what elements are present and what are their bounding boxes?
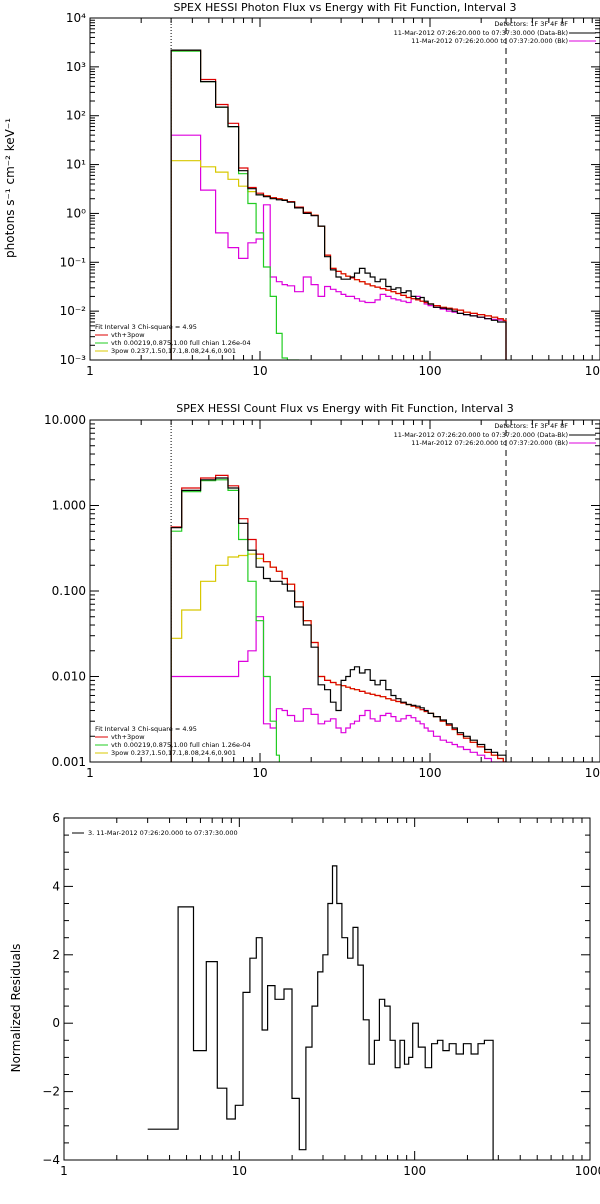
count-flux-plot-area: 1 10 100 1000 0.001 0.010 0.100 1.000 10.000 bbox=[44, 413, 600, 780]
x-tick-label: 100 bbox=[419, 766, 442, 780]
y-tick-label: 0.001 bbox=[52, 755, 86, 769]
y-tick-label: 10¹ bbox=[66, 158, 86, 172]
y-tick-label: 0 bbox=[52, 1016, 60, 1030]
count-flux-legend-topright: Detectors: 1F 3F 4F 8F 11-Mar-2012 07:26… bbox=[394, 422, 596, 447]
x-tick-label: 100 bbox=[419, 364, 442, 378]
photon-legend-vth: vth 0.00219,0.875,1.00 full chian 1.26e-… bbox=[111, 339, 251, 347]
y-tick-label: 10⁻² bbox=[60, 304, 87, 318]
photon-legend-total: vth+3pow bbox=[111, 331, 145, 339]
count-flux-frame bbox=[89, 419, 600, 763]
residuals-legend: 3. 11-Mar-2012 07:26:20.000 to 07:37:30.… bbox=[72, 829, 238, 837]
x-tick-label: 1 bbox=[60, 1164, 68, 1178]
x-tick-label: 10 bbox=[232, 1164, 247, 1178]
residuals-ylabel: Normalized Residuals bbox=[9, 944, 23, 1073]
y-tick-label: 6 bbox=[52, 811, 60, 825]
count-series-vth bbox=[170, 479, 280, 762]
count-legend-detectors: Detectors: 1F 3F 4F 8F bbox=[494, 422, 568, 430]
photon-flux-legend-bottomleft: Fit Interval 3 Chi-square = 4.95 vth+3po… bbox=[95, 323, 251, 355]
x-tick-label: 10 bbox=[252, 364, 267, 378]
photon-series-total_fit bbox=[170, 49, 507, 360]
photon-series-data bbox=[170, 49, 507, 360]
photon-legend-detectors: Detectors: 1F 3F 4F 8F bbox=[494, 20, 568, 28]
count-legend-fit-interval: Fit Interval 3 Chi-square = 4.95 bbox=[95, 725, 197, 733]
residuals-plot-area: 1 10 100 1000 −4 −2 0 2 4 6 bbox=[42, 811, 600, 1178]
y-tick-label: 2 bbox=[52, 948, 60, 962]
x-tick-label: 10 bbox=[252, 766, 267, 780]
y-tick-label: 0.100 bbox=[52, 584, 86, 598]
y-tick-label: 4 bbox=[52, 879, 60, 893]
residuals-frame bbox=[63, 817, 591, 1161]
count-series-data bbox=[170, 477, 507, 762]
count-legend-data-bk: 11-Mar-2012 07:26:20.000 to 07:37:20.000… bbox=[394, 431, 568, 439]
count-flux-panel: SPEX HESSI Count Flux vs Energy with Fit… bbox=[44, 402, 600, 780]
count-flux-title: SPEX HESSI Count Flux vs Energy with Fit… bbox=[176, 402, 513, 415]
residuals-panel: Normalized Residuals 1101001000−4−20246 … bbox=[9, 811, 600, 1178]
y-tick-label: −2 bbox=[42, 1085, 60, 1099]
y-tick-label: 10⁻³ bbox=[60, 353, 87, 367]
count-legend-vth: vth 0.00219,0.875,1.00 full chian 1.26e-… bbox=[111, 741, 251, 749]
y-tick-label: 10⁻¹ bbox=[60, 255, 87, 269]
count-legend-total: vth+3pow bbox=[111, 733, 145, 741]
photon-flux-panel: SPEX HESSI Photon Flux vs Energy with Fi… bbox=[3, 1, 600, 378]
y-tick-label: −4 bbox=[42, 1153, 60, 1167]
photon-flux-legend-topright: Detectors: 1F 3F 4F 8F 11-Mar-2012 07:26… bbox=[394, 20, 596, 45]
x-tick-label: 1000 bbox=[575, 1164, 600, 1178]
y-tick-label: 10⁴ bbox=[66, 11, 86, 25]
photon-flux-plot-area: 1 10 100 1000 10⁻³ 10⁻² 10⁻¹ 10⁰ 10¹ 10² 10³ 10⁴ bbox=[60, 11, 600, 378]
x-tick-label: 1 bbox=[86, 364, 94, 378]
photon-legend-bk: 11-Mar-2012 07:26:20.000 to 07:37:20.000… bbox=[411, 37, 568, 45]
x-tick-label: 1000 bbox=[585, 766, 600, 780]
y-tick-label: 0.010 bbox=[52, 670, 86, 684]
residual-series-data bbox=[147, 865, 494, 1160]
photon-flux-title: SPEX HESSI Photon Flux vs Energy with Fi… bbox=[173, 1, 516, 14]
residuals-legend-label: 3. 11-Mar-2012 07:26:20.000 to 07:37:30.… bbox=[88, 829, 238, 837]
photon-legend-bpow: 3pow 0.237,1.50,17.1,8.08,24.6,0.901 bbox=[111, 347, 236, 355]
y-tick-label: 10⁰ bbox=[66, 206, 86, 220]
y-tick-label: 10² bbox=[66, 109, 86, 123]
photon-flux-frame bbox=[89, 17, 600, 361]
x-tick-label: 100 bbox=[403, 1164, 426, 1178]
photon-legend-data-bk: 11-Mar-2012 07:26:20.000 to 07:37:30.000… bbox=[394, 29, 568, 37]
photon-legend-fit-interval: Fit Interval 3 Chi-square = 4.95 bbox=[95, 323, 197, 331]
y-tick-label: 1.000 bbox=[52, 499, 86, 513]
x-tick-label: 1 bbox=[86, 766, 94, 780]
y-tick-label: 10.000 bbox=[44, 413, 86, 427]
count-legend-bpow: 3pow 0.237,1.50,17.1,8.08,24.6,0.901 bbox=[111, 749, 236, 757]
x-tick-label: 1000 bbox=[585, 364, 600, 378]
count-series-total_fit bbox=[170, 474, 506, 762]
count-legend-bk: 11-Mar-2012 07:26:20.000 to 07:37:20.000… bbox=[411, 439, 568, 447]
y-tick-label: 10³ bbox=[66, 60, 86, 74]
count-flux-legend-bottomleft: Fit Interval 3 Chi-square = 4.95 vth+3po… bbox=[95, 725, 251, 757]
photon-flux-ylabel: photons s⁻¹ cm⁻² keV⁻¹ bbox=[3, 118, 17, 258]
